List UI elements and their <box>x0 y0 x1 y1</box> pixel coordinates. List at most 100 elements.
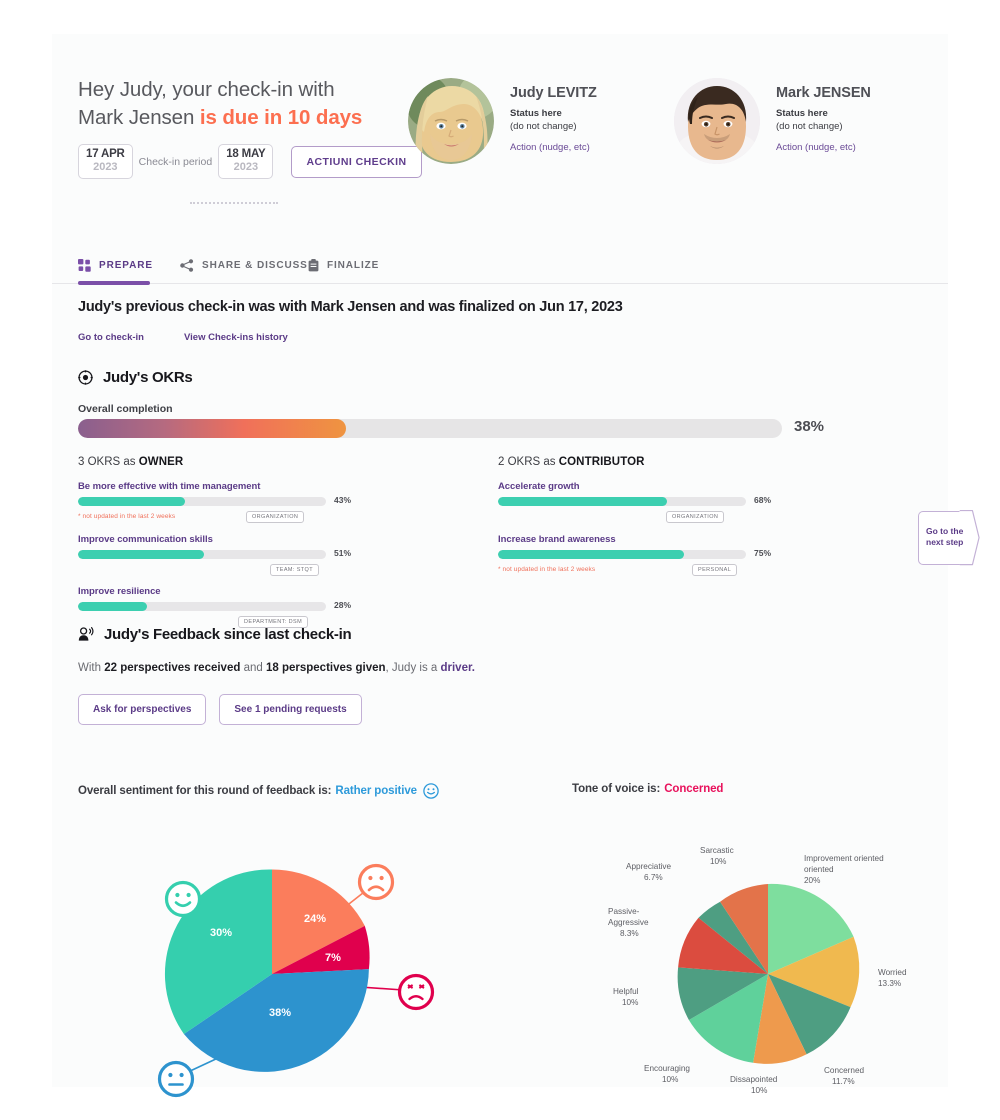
okr-progress-track <box>78 602 326 611</box>
okr-progress: 75% <box>498 548 778 559</box>
okr-progress: 51% <box>78 548 358 559</box>
slice-improvement-oriented[interactable] <box>768 883 854 974</box>
avatar <box>674 78 760 164</box>
okr-tag: ORGANIZATION <box>666 511 725 523</box>
slice-sad[interactable] <box>272 869 365 975</box>
label-encouraging: Encouraging <box>644 1064 690 1073</box>
person-status-sub: (do not change) <box>776 120 843 132</box>
slice-label-sad: 24% <box>304 913 326 925</box>
okr-progress: 28% <box>78 600 358 611</box>
okr-progress-fill <box>78 550 205 559</box>
slice-appreciative[interactable] <box>698 901 769 974</box>
period-dotted-connector <box>190 202 278 204</box>
goto-checkin-link[interactable]: Go to check-in <box>78 332 144 343</box>
okr-item[interactable]: Improve communication skills 51% TEAM: S… <box>78 534 358 578</box>
person-status-bold: Status here <box>510 108 562 119</box>
view-history-link[interactable]: View Check-ins history <box>183 332 288 343</box>
label-helpful: Helpful <box>613 987 639 996</box>
okr-progress-fill <box>78 602 148 611</box>
okr-section-title: Judy's OKRs <box>103 369 193 386</box>
okr-percent: 43% <box>334 495 352 505</box>
slice-dissapointed[interactable] <box>753 974 807 1064</box>
start-date-year: 2023 <box>93 161 118 173</box>
label-improvement-oriented-2: oriented <box>804 865 834 874</box>
okr-progress-fill <box>498 550 684 559</box>
start-date-main: 17 APR <box>86 148 125 160</box>
slice-very-sad[interactable] <box>272 925 370 974</box>
start-date-pill[interactable]: 17 APR 2023 <box>78 144 133 179</box>
value-appreciative: 6.7% <box>644 873 663 882</box>
okr-meta: TEAM: STQT <box>78 564 358 578</box>
okr-item[interactable]: Be more effective with time management 4… <box>78 481 358 525</box>
greeting-text: Hey Judy, your check-in with Mark Jensen… <box>78 76 418 132</box>
due-accent: is due in 10 days <box>199 106 363 129</box>
owner-role: OWNER <box>138 456 184 468</box>
see-pending-requests-button[interactable]: See 1 pending requests <box>219 694 362 725</box>
okr-progress-track <box>498 497 746 506</box>
tab-prepare[interactable]: PREPARE <box>78 248 153 283</box>
person-action-link[interactable]: Action (nudge, etc) <box>510 142 590 153</box>
slice-helpful[interactable] <box>677 967 768 1020</box>
checkin-period-row: 17 APR 2023 Check-in period 18 MAY 2023 … <box>78 144 422 179</box>
label-passive-aggressive-1: Passive- <box>608 907 640 916</box>
okr-tag: DEPARTMENT: DSM <box>238 616 309 628</box>
ask-for-perspectives-button[interactable]: Ask for perspectives <box>78 694 207 725</box>
label-passive-aggressive-2: Aggressive <box>608 918 649 927</box>
tab-share-discuss[interactable]: SHARE & DISCUSS <box>180 248 308 283</box>
okr-tag: PERSONAL <box>692 564 738 576</box>
slice-sarcastic[interactable] <box>720 884 768 974</box>
feedback-icon <box>78 627 94 642</box>
slice-worried[interactable] <box>768 936 860 1008</box>
pie-slices <box>677 883 860 1064</box>
feedback-section-heading: Judy's Feedback since last check-in <box>78 626 352 643</box>
value-sarcastic: 10% <box>710 857 726 866</box>
label-concerned: Concerned <box>824 1066 865 1075</box>
grid-icon <box>78 259 91 272</box>
fb-driver: driver. <box>440 662 476 674</box>
slice-label-happy: 30% <box>210 927 232 939</box>
end-date-year: 2023 <box>233 161 259 173</box>
overall-completion-label: Overall completion <box>78 403 173 415</box>
okr-progress-fill <box>498 497 667 506</box>
checkin-actions-button[interactable]: ACTIUNI CHECKIN <box>291 145 422 178</box>
label-improvement-oriented: Improvement oriented <box>804 854 884 863</box>
go-to-next-step-button[interactable]: Go to the next step <box>918 510 980 566</box>
clipboard-icon <box>308 259 319 272</box>
slice-passive-aggressive[interactable] <box>678 917 768 974</box>
okr-warning: * not updated in the last 2 weeks <box>498 566 596 573</box>
slice-label-very-sad: 7% <box>325 952 341 964</box>
sentiment-chart-heading: Overall sentiment for this round of feed… <box>78 783 439 799</box>
fb-received: 22 perspectives received <box>104 662 241 674</box>
checkin-card: Hey Judy, your check-in with Mark Jensen… <box>52 34 980 1098</box>
slice-concerned[interactable] <box>768 974 851 1055</box>
okr-percent: 75% <box>754 548 772 558</box>
okr-item[interactable]: Increase brand awareness 75% * not updat… <box>498 534 778 578</box>
feedback-summary-line: With 22 perspectives received and 18 per… <box>78 662 475 674</box>
tab-label: FINALIZE <box>327 260 380 271</box>
value-dissapointed: 10% <box>751 1086 767 1095</box>
slice-neutral[interactable] <box>183 969 369 1072</box>
person-info: Judy LEVITZ Status here (do not change) … <box>510 78 597 153</box>
label-worried: Worried <box>878 968 907 977</box>
okr-name: Increase brand awareness <box>498 534 616 545</box>
end-date-main: 18 MAY <box>226 148 266 160</box>
feedback-section-title: Judy's Feedback since last check-in <box>104 626 352 643</box>
sentiment-pie-chart: 24% 7% 38% 30% <box>128 844 435 1098</box>
okr-item[interactable]: Accelerate growth 68% ORGANIZATION <box>498 481 778 525</box>
badge-happy-face-icon <box>164 880 202 918</box>
okr-item[interactable]: Improve resilience 28% DEPARTMENT: DSM <box>78 586 358 630</box>
tone-pie-chart: Improvement oriented oriented 20% Worrie… <box>608 839 948 1104</box>
value-worried: 13.3% <box>878 979 901 988</box>
value-encouraging: 10% <box>662 1075 678 1084</box>
person-name: Judy LEVITZ <box>510 85 597 101</box>
person-action-link[interactable]: Action (nudge, etc) <box>776 142 856 153</box>
tone-value: Concerned <box>664 783 724 795</box>
slice-encouraging[interactable] <box>688 974 768 1063</box>
okr-progress-track <box>498 550 746 559</box>
tone-pie-svg: Improvement oriented oriented 20% Worrie… <box>608 846 907 1095</box>
end-date-pill[interactable]: 18 MAY 2023 <box>218 144 274 179</box>
tab-finalize[interactable]: FINALIZE <box>308 248 379 283</box>
okr-name: Be more effective with time management <box>78 481 261 492</box>
avatar-mark-illustration <box>674 78 760 164</box>
avatar-judy-illustration <box>408 78 494 164</box>
